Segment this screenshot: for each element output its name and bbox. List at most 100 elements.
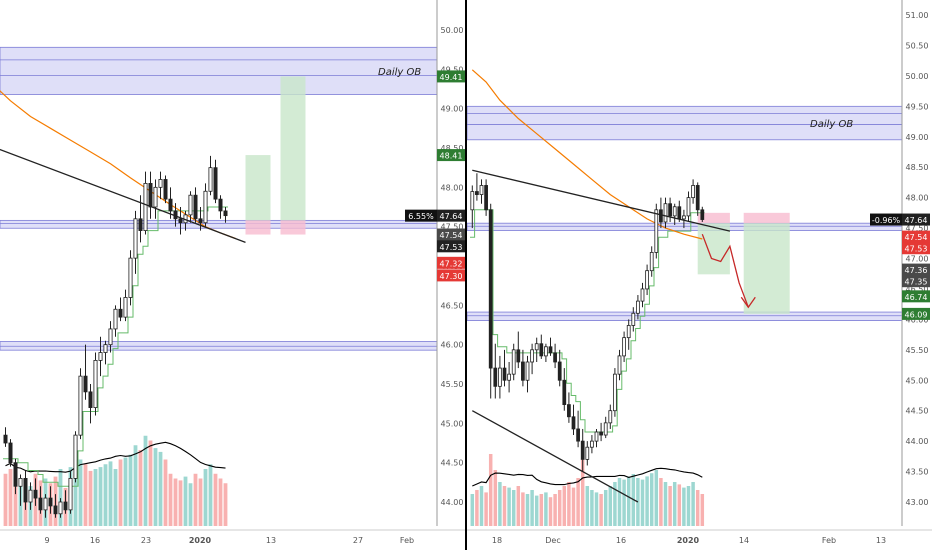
volume-bar-0 <box>3 473 8 526</box>
volume-bar-49 <box>695 490 700 526</box>
volume-bar-18 <box>93 469 98 526</box>
price-tag-bg-6 <box>902 290 930 303</box>
volume-bar-24 <box>123 457 128 526</box>
price-tag-label-3: 47.53 <box>905 245 928 254</box>
price-tag-label-7: 47.30 <box>440 272 463 281</box>
candle-body-8 <box>43 497 48 511</box>
y-tick-9: 45.50 <box>441 380 464 389</box>
volume-bar-23 <box>118 459 123 526</box>
candle-body-13 <box>530 349 534 363</box>
volume-bar-4 <box>488 454 493 526</box>
short-stop-box-0 <box>697 212 730 224</box>
candle-body-10 <box>53 505 58 515</box>
candle-body-41 <box>659 209 663 223</box>
y-tick-0: 51.00 <box>906 11 929 20</box>
volume-bar-36 <box>183 476 188 526</box>
volume-bar-24 <box>580 458 585 526</box>
candle-body-7 <box>502 367 507 381</box>
candle-body-46 <box>682 215 686 220</box>
candle-body-45 <box>677 206 682 220</box>
price-tag-label-4: 47.54 <box>440 231 463 240</box>
x-tick-2: 23 <box>141 536 151 545</box>
candle-body-16 <box>544 346 548 357</box>
y-tick-11: 45.50 <box>906 346 929 355</box>
candle-body-44 <box>672 206 677 217</box>
volume-bar-17 <box>548 497 553 526</box>
y-tick-5: 48.50 <box>906 163 929 172</box>
volume-bar-7 <box>502 486 507 526</box>
volume-bar-45 <box>677 484 682 526</box>
candle-body-30 <box>608 410 613 424</box>
chart-panel-2: Daily OB 51.00 50.50 50.00 49.50 49.00 48.50 48… <box>466 0 932 545</box>
short-target-box-0 <box>697 223 730 275</box>
volume-bar-37 <box>188 483 193 526</box>
volume-bar-2 <box>479 486 484 526</box>
candle-body-41 <box>208 167 213 192</box>
candle-body-49 <box>695 185 700 211</box>
candle-body-4 <box>23 477 28 503</box>
candle-body-3 <box>18 477 23 487</box>
candle-body-8 <box>507 373 511 381</box>
volume-bar-18 <box>553 494 557 526</box>
moving-average-line <box>471 69 703 240</box>
price-tag-label-3: 47.64 <box>440 212 463 221</box>
volume-bar-10 <box>516 486 521 526</box>
candle-body-44 <box>223 210 228 217</box>
candle-body-12 <box>63 501 68 511</box>
volume-bar-5 <box>493 470 498 526</box>
candle-body-0 <box>470 191 475 211</box>
volume-bar-21 <box>108 461 113 526</box>
volume-bar-26 <box>133 445 138 526</box>
volume-bar-41 <box>208 464 213 526</box>
candle-body-42 <box>213 167 218 200</box>
candle-body-17 <box>548 346 553 354</box>
x-tick-6: Feb <box>400 536 414 545</box>
y-tick-15: 43.50 <box>906 468 929 477</box>
volume-bar-17 <box>88 470 93 526</box>
volume-bar-28 <box>599 494 603 526</box>
candle-body-1 <box>475 191 479 195</box>
volume-bar-15 <box>78 459 83 526</box>
candle-body-22 <box>571 416 576 430</box>
x-tick-1: Dec <box>545 536 560 545</box>
price-tag-bg-5 <box>437 240 465 253</box>
candle-body-5 <box>28 489 33 503</box>
candle-body-2 <box>479 185 484 195</box>
percent-tag-bg-2 <box>405 209 437 222</box>
candle-body-6 <box>33 489 38 499</box>
candle-body-20 <box>562 379 567 406</box>
volume-bar-42 <box>213 473 218 526</box>
candle-body-16 <box>83 375 88 393</box>
candle-body-28 <box>599 431 603 436</box>
volume-bar-29 <box>148 440 153 526</box>
candle-body-18 <box>93 359 98 408</box>
candle-body-27 <box>138 218 143 232</box>
volume-bar-40 <box>203 469 208 526</box>
projection-arrow-path <box>701 233 749 308</box>
y-tick-13: 44.50 <box>906 407 929 416</box>
volume-bar-6 <box>498 482 502 526</box>
y-tick-1: 50.50 <box>906 41 929 50</box>
candle-body-28 <box>143 182 148 231</box>
volume-bar-44 <box>223 483 228 526</box>
trend-step-line <box>470 209 705 433</box>
price-tag-bg-3 <box>902 242 930 255</box>
price-tag-bg-5 <box>902 275 930 288</box>
long-target-box-0 <box>245 155 271 221</box>
volume-bar-26 <box>590 490 594 526</box>
y-tick-1: 49.50 <box>441 65 464 74</box>
percent-tag-bg-0 <box>870 213 902 226</box>
chart-panel-1: Daily OB50.0049.5049.0048.5048.0047.5047… <box>0 0 467 545</box>
trendline <box>472 169 731 232</box>
candle-body-43 <box>218 198 223 212</box>
price-tag-bg-4 <box>437 228 465 241</box>
candle-body-37 <box>640 288 645 302</box>
volume-bar-41 <box>659 478 663 526</box>
candle-body-43 <box>668 203 672 217</box>
price-tag-label-0: 49.41 <box>440 73 463 82</box>
candle-body-24 <box>580 440 585 460</box>
volume-bar-11 <box>58 469 63 526</box>
candle-body-5 <box>493 367 498 387</box>
y-tick-6: 48.00 <box>906 194 929 203</box>
